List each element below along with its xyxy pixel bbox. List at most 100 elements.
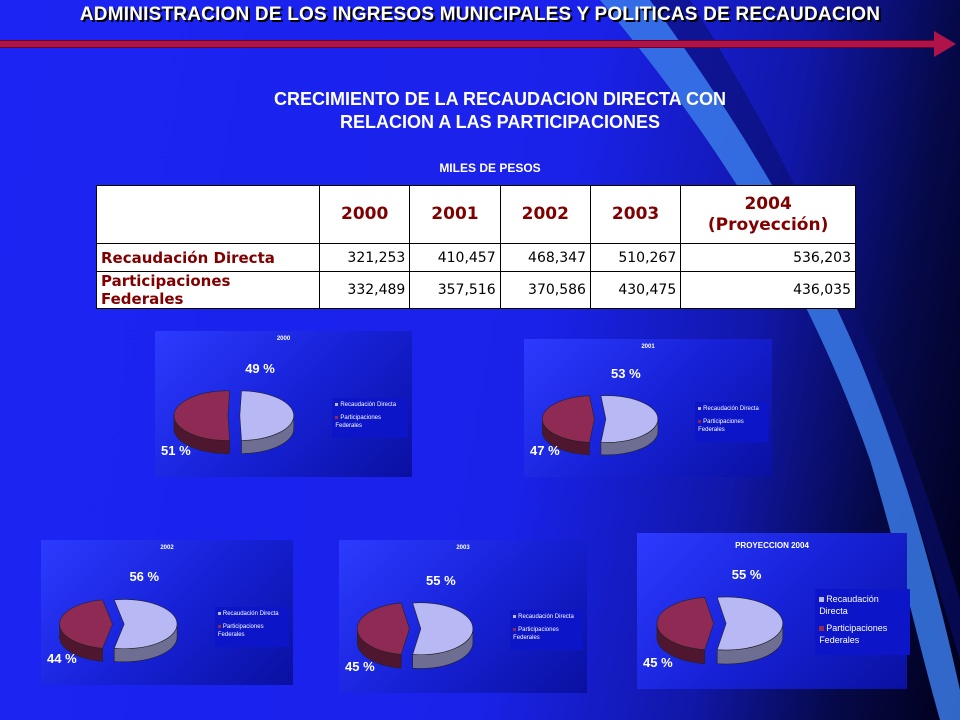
pie-legend: Recaudación Directa Participaciones Feder… <box>332 398 408 439</box>
legend-entry-participaciones: Participaciones Federales <box>513 626 580 642</box>
data-label-recaudacion: 55 % <box>731 566 762 582</box>
data-label-recaudacion: 53 % <box>611 365 641 381</box>
legend-entry-participaciones: Participaciones Federales <box>698 418 765 434</box>
legend-entry-participaciones: Participaciones Federales <box>335 414 404 430</box>
table-cell: 430,475 <box>589 271 682 309</box>
units-label: MILES DE PESOS <box>439 161 541 175</box>
legend-label: Recaudación Directa <box>340 402 397 409</box>
pie-slice-participaciones <box>656 596 714 650</box>
legend-swatch <box>335 403 339 407</box>
pie-slice-participaciones <box>173 390 230 441</box>
pie-chart-title: 2003 <box>456 545 470 551</box>
legend-swatch <box>698 420 702 424</box>
pie-slice-participaciones <box>357 602 410 655</box>
legend-swatch <box>217 611 221 615</box>
pie-chart-title: PROYECCION 2004 <box>735 541 809 550</box>
pie-legend: Recaudación Directa Participaciones Feder… <box>214 606 289 647</box>
table-cell: 370,586 <box>499 271 591 309</box>
legend-entry-recaudacion: Recaudación Directa <box>698 405 765 413</box>
page-subtitle: CRECIMIENTO DE LA RECAUDACION DIRECTA CO… <box>180 88 820 134</box>
legend-label: Participaciones Federales <box>513 627 559 642</box>
pie-svg <box>173 390 295 454</box>
legend-label: Participaciones Federales <box>335 415 382 430</box>
pie-chart-5: PROYECCION 2004 Recaudación Directa Partic… <box>637 533 910 689</box>
revenue-table: 2000 2001 2002 2003 2004 (Proyección) Re… <box>96 185 856 309</box>
pie-slice-recaudacion <box>412 602 474 656</box>
legend-entry-recaudacion: Recaudación Directa <box>217 610 286 618</box>
pie-svg <box>542 395 659 456</box>
column-header-2000: 2000 <box>318 185 411 244</box>
table-cell: 332,489 <box>318 271 411 309</box>
legend-swatch <box>819 626 825 632</box>
column-header-2002: 2002 <box>499 185 591 244</box>
legend-swatch <box>335 416 339 420</box>
legend-label: Recaudación Directa <box>703 406 759 413</box>
pie-chart-1: 2000 Recaudación Directa Participaciones F… <box>155 331 412 477</box>
data-label-participaciones: 45 % <box>643 655 673 670</box>
legend-swatch <box>819 597 825 603</box>
legend-label: Participaciones Federales <box>698 419 744 434</box>
legend-label: Recaudación Directa <box>819 594 879 617</box>
pie-chart-3: 2002 Recaudación Directa Participaciones F… <box>41 540 293 685</box>
pie-chart-title: 2000 <box>276 336 291 342</box>
column-header-2004: 2004 (Proyección) <box>680 185 856 244</box>
table-cell: 321,253 <box>318 243 411 272</box>
table-cell: 468,347 <box>499 243 591 272</box>
row-label-recaudacion: Recaudación Directa <box>96 243 320 272</box>
column-header-2004-note: (Proyección) <box>707 214 829 235</box>
header-arrow-icon <box>934 31 956 57</box>
table-cell: 536,203 <box>680 243 856 272</box>
table-cell: 410,457 <box>409 243 501 272</box>
pie-legend: Recaudación Directa Participaciones Feder… <box>695 402 769 443</box>
legend-swatch <box>217 624 221 628</box>
legend-entry-recaudacion: Recaudación Directa <box>819 593 905 617</box>
legend-swatch <box>513 628 517 632</box>
legend-label: Recaudación Directa <box>518 614 574 621</box>
pie-chart-title: 2001 <box>641 344 655 350</box>
pie-svg <box>59 599 178 663</box>
legend-label: Recaudación Directa <box>222 610 279 617</box>
pie-slice-recaudacion <box>716 596 784 651</box>
column-header-2004-year: 2004 <box>744 193 792 214</box>
legend-label: Participaciones Federales <box>819 623 888 646</box>
legend-entry-recaudacion: Recaudación Directa <box>513 613 580 621</box>
data-label-participaciones: 44 % <box>47 651 77 666</box>
header-rule <box>0 40 940 48</box>
pie-svg <box>656 596 784 665</box>
pie-legend: Recaudación Directa Participaciones Feder… <box>510 610 584 651</box>
legend-swatch <box>513 615 517 619</box>
pie-legend: Recaudación Directa Participaciones Feder… <box>815 589 910 656</box>
table-cell: 436,035 <box>680 271 856 309</box>
table-corner-cell <box>96 185 320 244</box>
pie-slice-recaudacion <box>239 390 295 441</box>
data-label-recaudacion: 55 % <box>426 572 456 588</box>
header-title: ADMINISTRACION DE LOS INGRESOS MUNICIPAL… <box>79 4 881 25</box>
table-cell: 510,267 <box>589 243 682 272</box>
legend-entry-participaciones: Participaciones Federales <box>217 623 286 639</box>
data-label-recaudacion: 49 % <box>245 360 275 376</box>
data-label-participaciones: 45 % <box>345 659 375 674</box>
pie-svg <box>357 602 474 669</box>
data-label-participaciones: 47 % <box>530 443 560 458</box>
pie-chart-4: 2003 Recaudación Directa Participaciones F… <box>339 540 587 693</box>
legend-label: Participaciones Federales <box>217 623 264 638</box>
pie-slice-participaciones <box>542 395 595 443</box>
column-header-2001: 2001 <box>409 185 501 244</box>
table-row: Recaudación Directa 321,253 410,457 468,… <box>96 243 856 272</box>
table-row: Participaciones Federales 332,489 357,51… <box>96 271 856 309</box>
table-cell: 357,516 <box>409 271 501 309</box>
pie-chart-2: 2001 Recaudación Directa Participaciones F… <box>524 339 772 477</box>
pie-slice-recaudacion <box>600 395 659 443</box>
pie-slice-participaciones <box>59 599 113 649</box>
data-label-participaciones: 51 % <box>161 443 191 458</box>
pie-slice-recaudacion <box>113 599 178 650</box>
data-label-recaudacion: 56 % <box>129 569 160 585</box>
legend-swatch <box>698 407 702 411</box>
pie-chart-title: 2002 <box>160 545 174 551</box>
legend-entry-recaudacion: Recaudación Directa <box>335 401 404 409</box>
row-label-participaciones: Participaciones Federales <box>96 271 320 309</box>
subtitle-line-1: CRECIMIENTO DE LA RECAUDACION DIRECTA CO… <box>273 89 726 109</box>
table-header-row: 2000 2001 2002 2003 2004 (Proyección) <box>96 185 856 244</box>
column-header-2003: 2003 <box>589 185 682 244</box>
legend-entry-participaciones: Participaciones Federales <box>819 622 905 646</box>
